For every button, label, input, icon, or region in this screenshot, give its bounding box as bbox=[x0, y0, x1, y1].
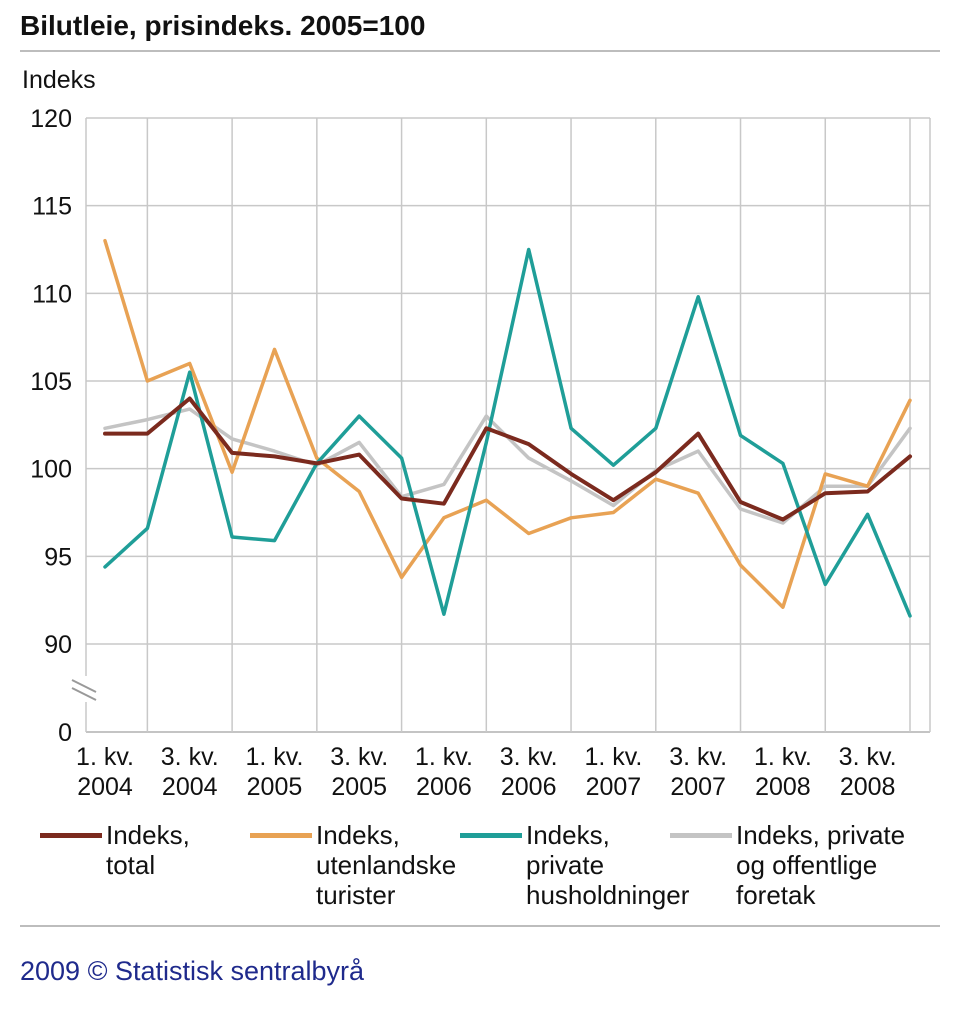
x-tick-label-year: 2004 bbox=[162, 773, 218, 801]
y-tick-label: 0 bbox=[58, 719, 72, 747]
y-tick-label: 120 bbox=[30, 105, 72, 133]
x-tick-label: 1. kv. bbox=[246, 743, 304, 771]
y-tick-label: 95 bbox=[44, 543, 72, 571]
grid bbox=[85, 117, 931, 733]
y-tick-label: 105 bbox=[30, 368, 72, 396]
x-tick-label: 1. kv. bbox=[415, 743, 473, 771]
legend-swatch bbox=[250, 833, 312, 838]
x-tick-label: 3. kv. bbox=[500, 743, 558, 771]
legend-swatch bbox=[40, 833, 102, 838]
series-line bbox=[103, 247, 912, 618]
y-tick-label: 115 bbox=[32, 193, 72, 221]
x-tick-label: 3. kv. bbox=[669, 743, 727, 771]
legend-label: Indeks, private husholdninger bbox=[526, 820, 690, 910]
x-tick-label-year: 2006 bbox=[501, 773, 557, 801]
legend-label: Indeks, utenlandske turister bbox=[316, 820, 457, 910]
legend-swatch bbox=[460, 833, 522, 838]
x-tick-label: 1. kv. bbox=[754, 743, 812, 771]
x-tick-label: 3. kv. bbox=[839, 743, 897, 771]
x-tick-label: 1. kv. bbox=[76, 743, 134, 771]
series-line bbox=[103, 396, 912, 522]
x-tick-label-year: 2005 bbox=[331, 773, 387, 801]
axis-break-mark bbox=[71, 687, 97, 701]
axis-break-mark bbox=[71, 679, 97, 693]
y-axis-label: Indeks bbox=[22, 66, 96, 94]
x-tick-label-year: 2007 bbox=[586, 773, 642, 801]
series-line bbox=[103, 238, 912, 609]
y-tick-labels: 120 115 110 105 100 95 90 0 bbox=[30, 105, 72, 747]
x-tick-label: 3. kv. bbox=[161, 743, 219, 771]
x-tick-label: 1. kv. bbox=[584, 743, 642, 771]
x-tick-label-year: 2004 bbox=[77, 773, 133, 801]
top-rule bbox=[20, 50, 940, 52]
legend-label: Indeks, private og offentlige foretak bbox=[736, 820, 906, 910]
x-tick-label-year: 2008 bbox=[840, 773, 896, 801]
bottom-rule bbox=[20, 925, 940, 927]
y-tick-label: 110 bbox=[32, 280, 72, 308]
footer-credit: 2009 © Statistisk sentralbyrå bbox=[20, 956, 365, 986]
x-tick-label-year: 2008 bbox=[755, 773, 811, 801]
y-tick-label: 90 bbox=[44, 631, 72, 659]
x-tick-label-year: 2006 bbox=[416, 773, 472, 801]
axis-break bbox=[70, 676, 100, 702]
y-tick-label: 100 bbox=[30, 456, 72, 484]
series-lines bbox=[103, 238, 912, 618]
legend-swatch bbox=[670, 833, 732, 838]
x-tick-label-year: 2005 bbox=[247, 773, 303, 801]
legend-label: Indeks, total bbox=[106, 820, 190, 880]
x-tick-label: 3. kv. bbox=[330, 743, 388, 771]
x-tick-label-year: 2007 bbox=[670, 773, 726, 801]
chart-title: Bilutleie, prisindeks. 2005=100 bbox=[20, 10, 426, 41]
